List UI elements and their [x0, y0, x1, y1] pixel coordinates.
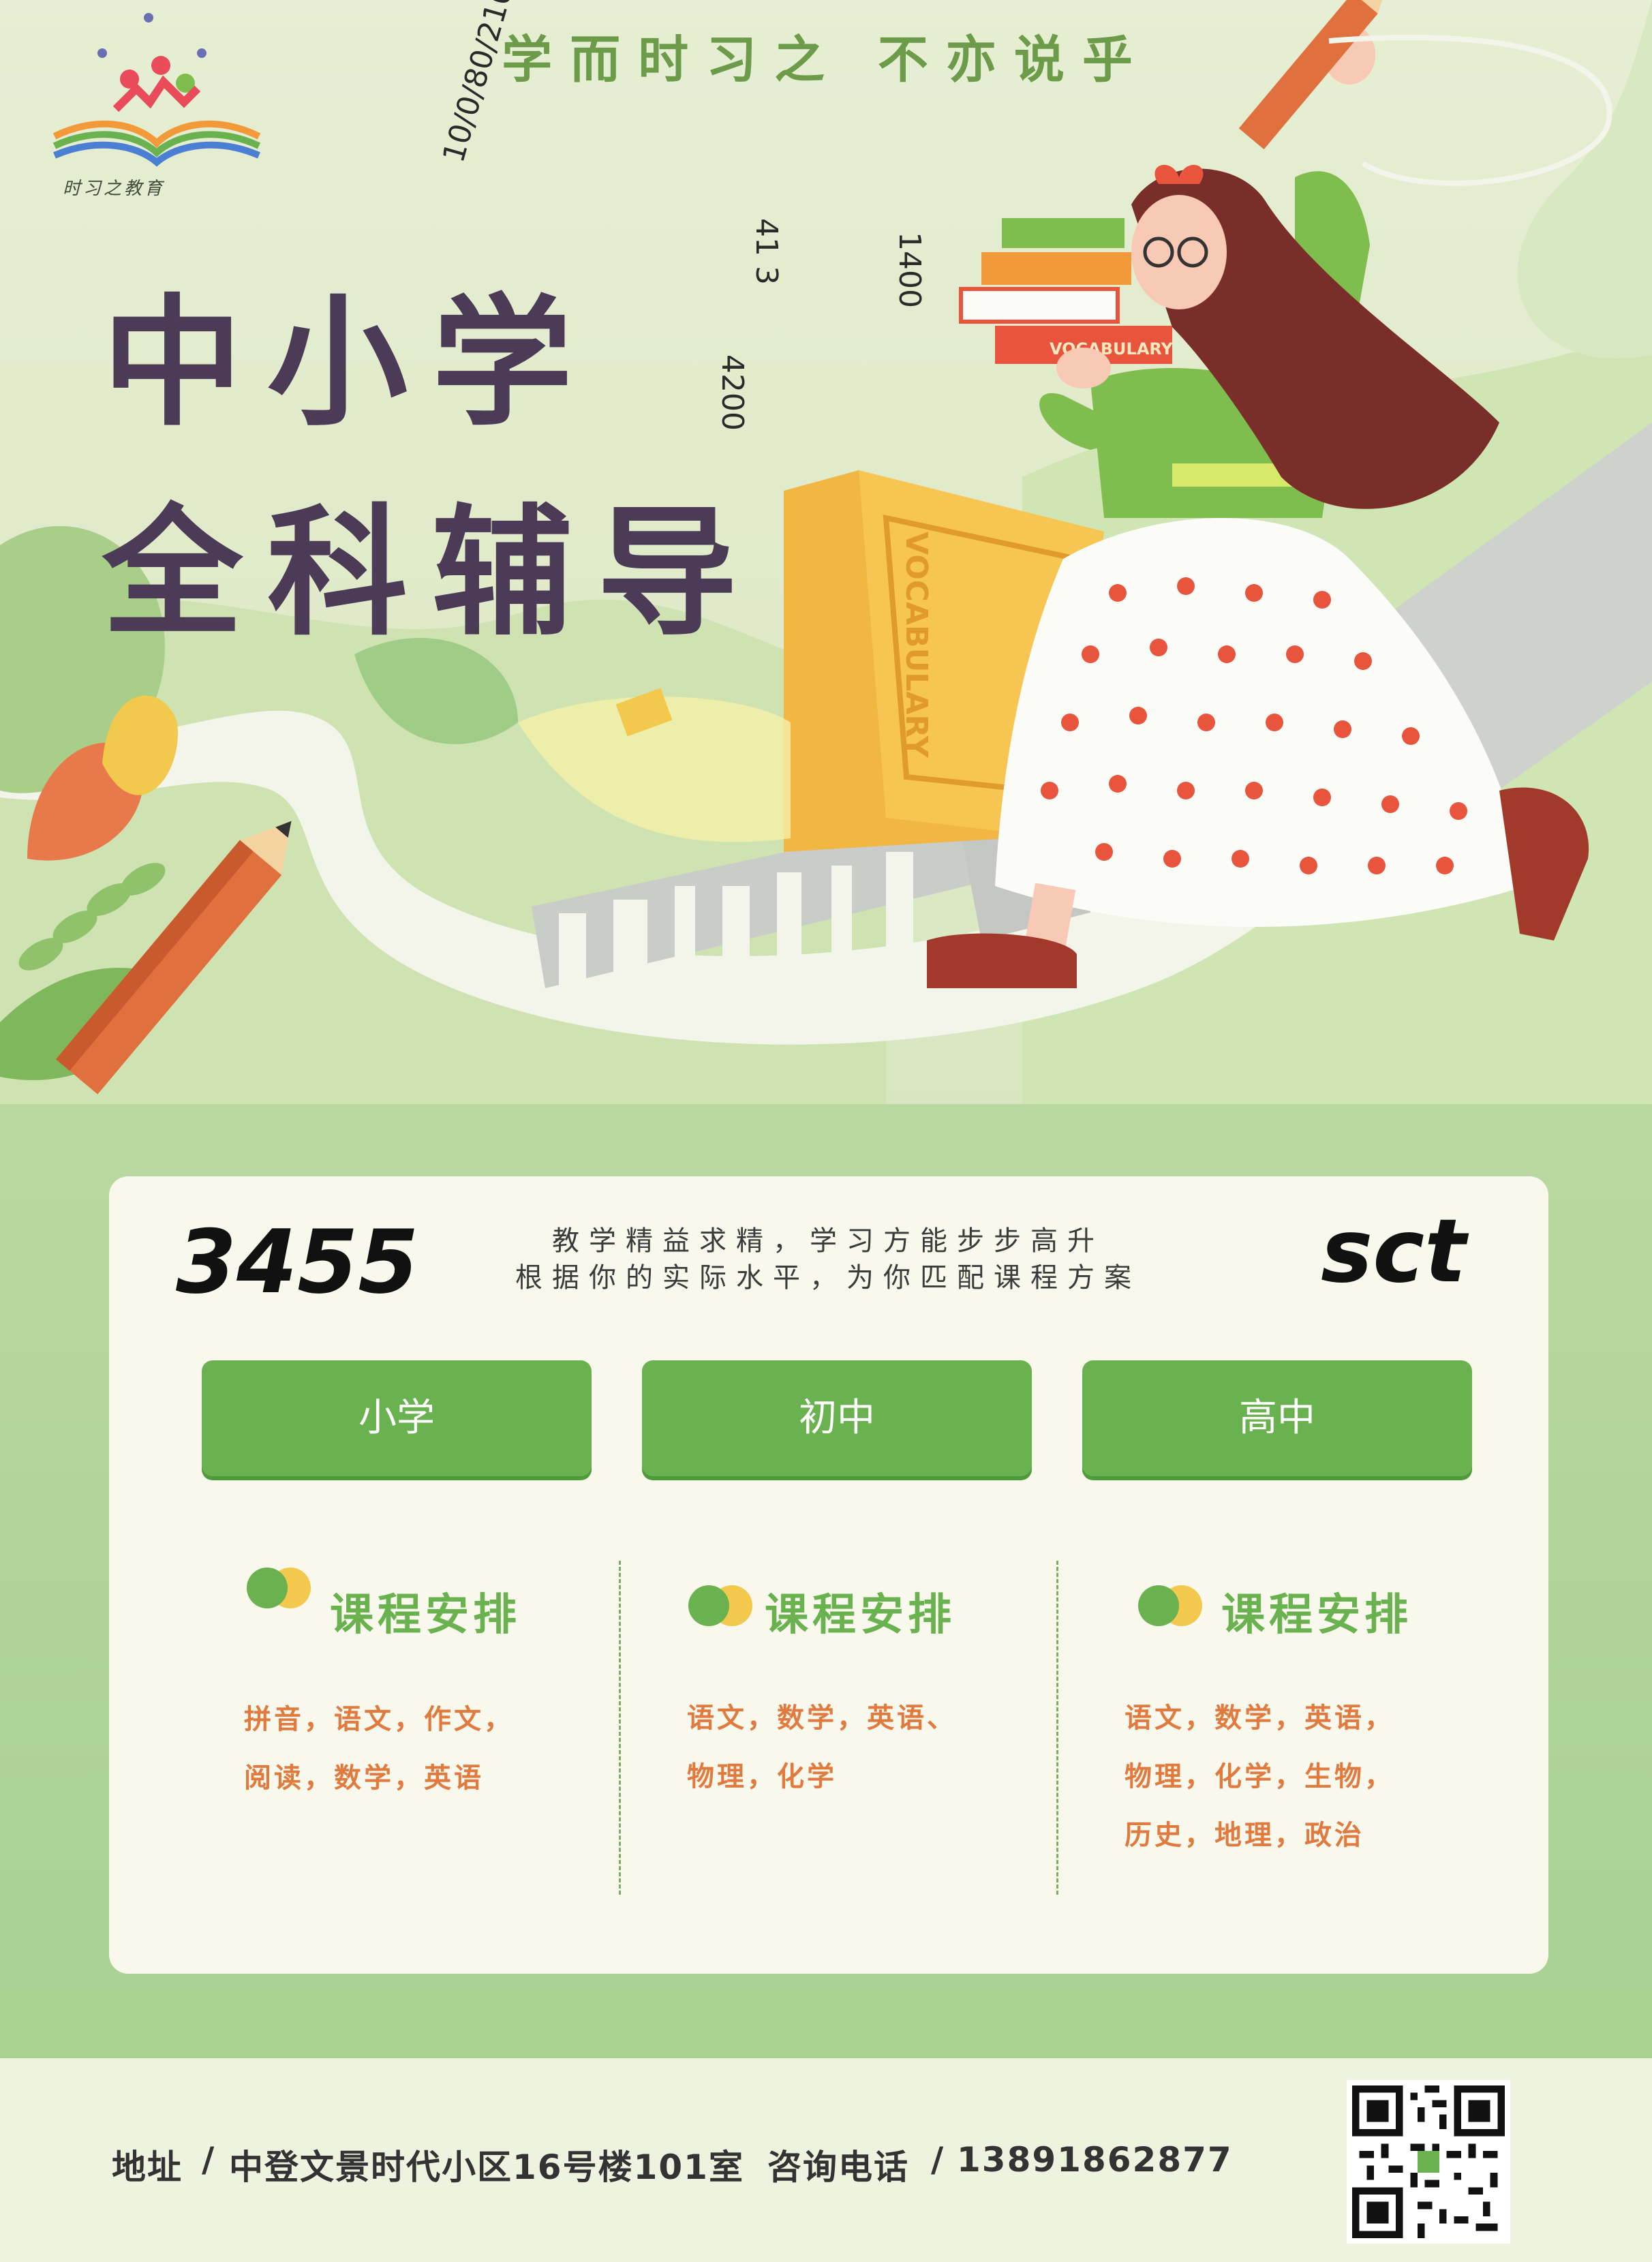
subjects-junior-line1: 语文，数学，英语、 [687, 1702, 957, 1734]
headline-line2: 全科辅导 [102, 491, 763, 655]
dot-icon [1138, 1585, 1204, 1626]
level-button-primary[interactable]: 小学 [202, 1360, 592, 1476]
address-label: 地址 [112, 2148, 183, 2187]
svg-text:VOCABULARY: VOCABULARY [899, 532, 934, 759]
scrawl-b: 4200 [715, 354, 750, 431]
subjects-senior-line3: 历史，地理，政治 [1125, 1820, 1364, 1851]
phone-value[interactable]: 13891862877 [957, 2140, 1233, 2180]
poster-header: VOCABULARY [0, 0, 1652, 1172]
scrawl-c: 1400 [892, 232, 927, 308]
motto: 学而时习之 不亦说乎 [502, 31, 1150, 89]
brand-logo [52, 13, 261, 167]
subjects-primary-line2: 阅读，数学，英语 [244, 1762, 484, 1794]
brand-name: 时习之教育 [63, 179, 166, 199]
poster-illustration: VOCABULARY [0, 0, 1652, 1172]
subjects-senior-line1: 语文，数学，英语， [1125, 1702, 1394, 1734]
dot-icon [688, 1585, 754, 1626]
course-title-primary: 课程安排 [330, 1590, 521, 1640]
tagline-line1: 教学精益求精，学习方能步步高升 [552, 1225, 1104, 1257]
subjects-primary-line1: 拼音，语文，作文， [244, 1704, 514, 1735]
course-title-senior: 课程安排 [1221, 1590, 1412, 1640]
column-divider [1056, 1561, 1058, 1895]
handwritten-number: 3455 [176, 1212, 419, 1313]
subjects-senior-line2: 物理，化学，生物， [1125, 1761, 1394, 1792]
handwritten-sct: sct [1321, 1201, 1467, 1302]
qr-code-icon[interactable] [1347, 2080, 1510, 2244]
dot-icon [247, 1568, 312, 1608]
address-value: 中登文景时代小区16号楼101室 [229, 2148, 744, 2187]
phone-label: 咨询电话 [767, 2148, 909, 2187]
level-button-junior[interactable]: 初中 [642, 1360, 1032, 1476]
level-button-senior[interactable]: 高中 [1082, 1360, 1472, 1476]
separator: / [931, 2140, 944, 2180]
tagline-line2: 根据你的实际水平，为你匹配课程方案 [515, 1262, 1141, 1294]
subjects-junior-line2: 物理，化学 [687, 1761, 837, 1792]
headline-line1: 中小学 [102, 281, 598, 445]
scrawl-d: 41 3 [749, 218, 784, 285]
column-divider [619, 1561, 621, 1895]
course-title-junior: 课程安排 [765, 1590, 955, 1640]
info-card [109, 1176, 1548, 1974]
separator: / [202, 2140, 215, 2180]
